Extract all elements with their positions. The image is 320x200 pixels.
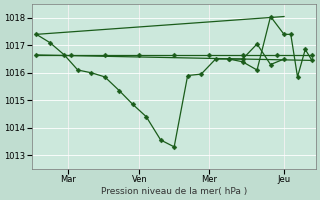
- X-axis label: Pression niveau de la mer( hPa ): Pression niveau de la mer( hPa ): [100, 187, 247, 196]
